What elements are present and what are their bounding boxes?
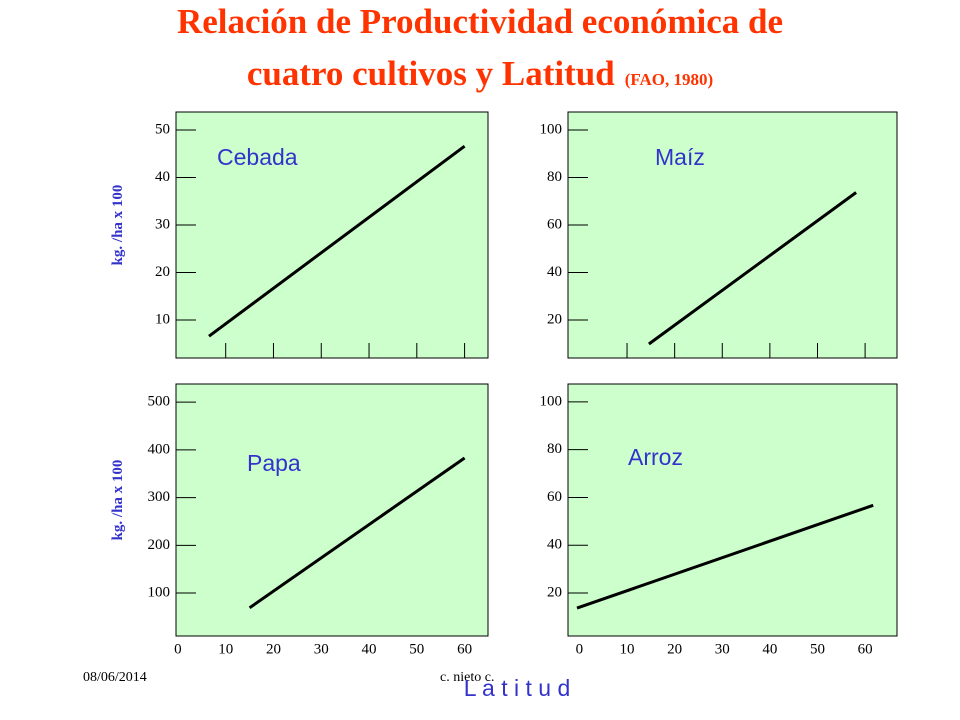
- y-tick-label: 40: [547, 264, 562, 280]
- title-line: cuatro cultivos y Latitud (FAO, 1980): [247, 54, 713, 93]
- y-tick-label: 100: [540, 121, 563, 137]
- x-tick-label: 10: [218, 641, 233, 657]
- x-tick-label: 50: [409, 641, 424, 657]
- x-tick-label: 30: [314, 641, 329, 657]
- footer-author: c. nieto c.: [440, 670, 494, 685]
- x-tick-label: 50: [810, 641, 825, 657]
- data-line: [248, 456, 466, 610]
- plot-area: [175, 383, 489, 637]
- x-tick-label: 0: [174, 641, 182, 657]
- y-tick-label: 40: [155, 169, 170, 185]
- x-tick-label: 40: [362, 641, 377, 657]
- data-line: [208, 144, 466, 338]
- y-tick-label: 60: [547, 216, 562, 232]
- y-tick-label: 40: [547, 537, 562, 553]
- x-tick-label: 60: [457, 641, 472, 657]
- y-tick-label: 20: [155, 264, 170, 280]
- x-tick-label: 20: [667, 641, 682, 657]
- data-line: [648, 191, 857, 346]
- y-tick-label: 100: [148, 584, 171, 600]
- y-tick-label: 60: [547, 489, 562, 505]
- plot-area: [567, 111, 898, 359]
- y-tick-label: 20: [547, 311, 562, 327]
- data-line: [576, 503, 874, 610]
- y-tick-label: 10: [155, 311, 170, 327]
- title-source: (FAO, 1980): [625, 70, 713, 89]
- y-axis-label: kg. /ha x 100: [110, 185, 126, 266]
- y-tick-label: 400: [148, 441, 171, 457]
- panel-title: Arroz: [628, 444, 683, 470]
- x-tick-label: 0: [576, 641, 584, 657]
- x-axis-label: L a t i t u d: [464, 675, 571, 701]
- x-tick-label: 30: [715, 641, 730, 657]
- title-line: Relación de Productividad económica de: [177, 2, 783, 41]
- footer-date: 08/06/2014: [83, 670, 147, 685]
- y-axis-label: kg. /ha x 100: [110, 460, 126, 541]
- x-tick-label: 10: [620, 641, 635, 657]
- x-tick-label: 20: [266, 641, 281, 657]
- y-tick-label: 200: [148, 537, 171, 553]
- y-tick-label: 50: [155, 121, 170, 137]
- plot-area: [175, 111, 489, 359]
- y-tick-label: 20: [547, 584, 562, 600]
- y-tick-label: 80: [547, 169, 562, 185]
- x-tick-label: 40: [762, 641, 777, 657]
- y-tick-label: 80: [547, 441, 562, 457]
- x-tick-label: 60: [858, 641, 873, 657]
- title-text: cuatro cultivos y Latitud: [247, 54, 615, 93]
- panel-title: Papa: [247, 450, 301, 476]
- y-tick-label: 300: [148, 489, 171, 505]
- panel-title: Maíz: [655, 144, 705, 170]
- y-tick-label: 30: [155, 216, 170, 232]
- y-tick-label: 500: [148, 394, 171, 410]
- plot-area: [567, 383, 898, 637]
- y-tick-label: 100: [540, 393, 563, 409]
- panel-title: Cebada: [217, 144, 298, 170]
